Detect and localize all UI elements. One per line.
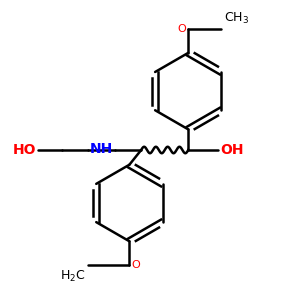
Text: OH: OH [220,143,244,157]
Text: CH$_3$: CH$_3$ [224,11,249,26]
Text: H$_2$C: H$_2$C [60,269,85,284]
Text: NH: NH [90,142,113,155]
Text: O: O [177,24,186,34]
Text: O: O [132,260,140,270]
Text: HO: HO [12,143,36,157]
